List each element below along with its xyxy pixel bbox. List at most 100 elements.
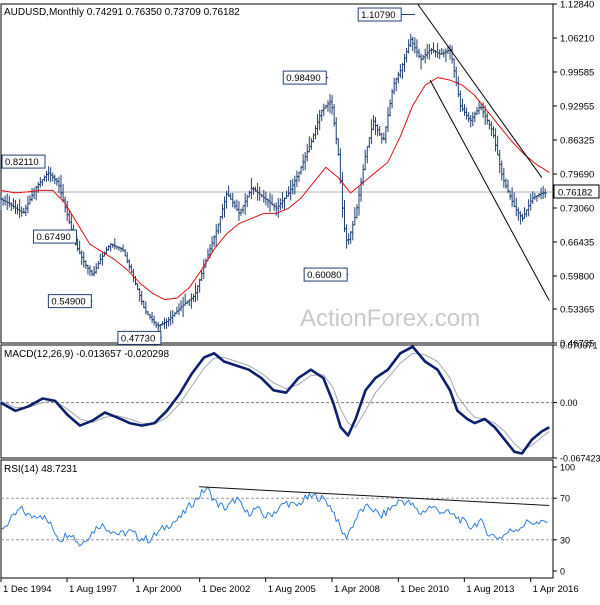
- ohlc-bar: [241, 205, 245, 214]
- ohlc-bar: [189, 293, 193, 309]
- ohlc-bar: [88, 265, 92, 276]
- ohlc-bar: [287, 186, 291, 197]
- rsi-trendline: [199, 486, 550, 506]
- ohlc-bar: [469, 115, 473, 128]
- ohlc-bar: [297, 171, 301, 182]
- ohlc-bar: [318, 109, 322, 131]
- ohlc-bar: [359, 177, 363, 202]
- ohlc-bar: [473, 111, 477, 123]
- ohlc-bar: [320, 109, 324, 122]
- ohlc-bar: [409, 33, 413, 48]
- annotation: 0.98490: [282, 70, 329, 85]
- ohlc-bar: [107, 245, 111, 251]
- ohlc-bar: [527, 199, 531, 217]
- ohlc-bar: [413, 37, 417, 54]
- annotation: 0.47730: [117, 330, 162, 345]
- rsi-y-tick-label: 0: [560, 567, 565, 577]
- rsi-panel-frame: [0, 459, 554, 579]
- ohlc-bar: [326, 100, 330, 112]
- ohlc-bar: [222, 196, 226, 218]
- price-y-tick-label: 0.79690: [560, 170, 594, 181]
- price-panel-frame: [0, 3, 554, 344]
- ohlc-bar: [355, 204, 359, 219]
- ohlc-bar: [543, 188, 547, 198]
- ohlc-bar: [57, 176, 61, 194]
- watermark: ActionForex.com: [300, 305, 480, 332]
- annotation: 0.82110: [1, 154, 46, 169]
- ohlc-bar: [425, 44, 429, 59]
- macd-panel-frame: [0, 344, 554, 459]
- ohlc-bar: [467, 112, 471, 123]
- rsi-y-tick-label: 30: [560, 535, 570, 545]
- price-y-tick-label: 0.86325: [560, 135, 594, 146]
- ohlc-bar: [309, 138, 313, 150]
- ohlc-bar: [127, 259, 131, 271]
- macd-y-tick-label: 0.070071: [560, 341, 598, 351]
- annotation-label: 0.60080: [307, 270, 341, 281]
- ohlc-bar: [334, 117, 338, 145]
- ohlc-bar: [415, 39, 419, 58]
- ohlc-bar: [496, 136, 500, 156]
- ohlc-bar: [442, 49, 446, 58]
- ohlc-bar: [270, 194, 274, 206]
- macd-signal-line: [0, 352, 550, 451]
- ohlc-bar: [353, 207, 357, 226]
- annotation: 0.60080: [303, 267, 349, 282]
- ohlc-bar: [117, 246, 121, 251]
- ohlc-bar: [537, 192, 541, 198]
- x-tick-label: 1 Aug 2013: [466, 584, 514, 595]
- price-y-tick-label: 0.99585: [560, 67, 594, 78]
- price-y-tick-label: 0.92955: [560, 101, 594, 112]
- ohlc-bar: [367, 137, 371, 148]
- ohlc-bar: [233, 200, 237, 209]
- ohlc-bar: [452, 58, 456, 78]
- ohlc-bar: [516, 207, 520, 221]
- ohlc-bars: [0, 33, 547, 335]
- ohlc-bar: [485, 112, 489, 125]
- ohlc-bar: [272, 203, 276, 211]
- ohlc-bar: [231, 192, 235, 208]
- x-tick-label: 1 Dec 2010: [400, 584, 449, 595]
- x-tick-label: 1 Apr 2016: [533, 584, 579, 595]
- ohlc-bar: [423, 48, 427, 64]
- ohlc-bar: [26, 196, 30, 214]
- ohlc-bar: [518, 211, 522, 225]
- ohlc-bar: [216, 223, 220, 235]
- annotation-label: 0.67490: [36, 232, 70, 243]
- ohlc-bar: [278, 198, 282, 211]
- ohlc-bar: [351, 221, 355, 241]
- x-tick-label: 1 Apr 2008: [334, 584, 380, 595]
- ohlc-bar: [229, 193, 233, 200]
- ohlc-bar: [237, 201, 241, 221]
- ohlc-bar: [210, 236, 214, 253]
- ohlc-bar: [227, 185, 231, 197]
- ohlc-bar: [150, 311, 154, 324]
- ohlc-bar: [183, 293, 187, 306]
- ohlc-bar: [198, 278, 202, 293]
- ohlc-bar: [140, 290, 144, 305]
- ohlc-bar: [458, 90, 462, 112]
- ohlc-bar: [24, 204, 28, 217]
- ohlc-bar: [165, 318, 169, 329]
- annotation-label: 0.54900: [51, 297, 85, 308]
- price-y-tick-label: 1.12840: [560, 0, 594, 11]
- ohlc-bar: [152, 315, 156, 326]
- price-title: AUDUSD,Monthly 0.74291 0.76350 0.73709 0…: [4, 7, 240, 18]
- ohlc-bar: [369, 119, 373, 145]
- ohlc-bar: [96, 260, 100, 270]
- ohlc-bar: [0, 196, 3, 211]
- ohlc-bar: [386, 107, 390, 133]
- ohlc-bar: [491, 126, 495, 139]
- ohlc-bar: [20, 206, 24, 217]
- ohlc-bar: [336, 138, 340, 156]
- annotation: 1.10790: [357, 7, 416, 22]
- ohlc-bar: [307, 136, 311, 153]
- ohlc-bar: [90, 269, 94, 277]
- macd-y-tick-label: 0.00: [560, 398, 578, 408]
- ohlc-bar: [394, 77, 398, 92]
- ohlc-bar: [264, 191, 268, 206]
- ohlc-bar: [179, 300, 183, 312]
- ohlc-bar: [330, 95, 334, 115]
- ohlc-bar: [345, 224, 349, 249]
- annotation-box: [303, 267, 348, 282]
